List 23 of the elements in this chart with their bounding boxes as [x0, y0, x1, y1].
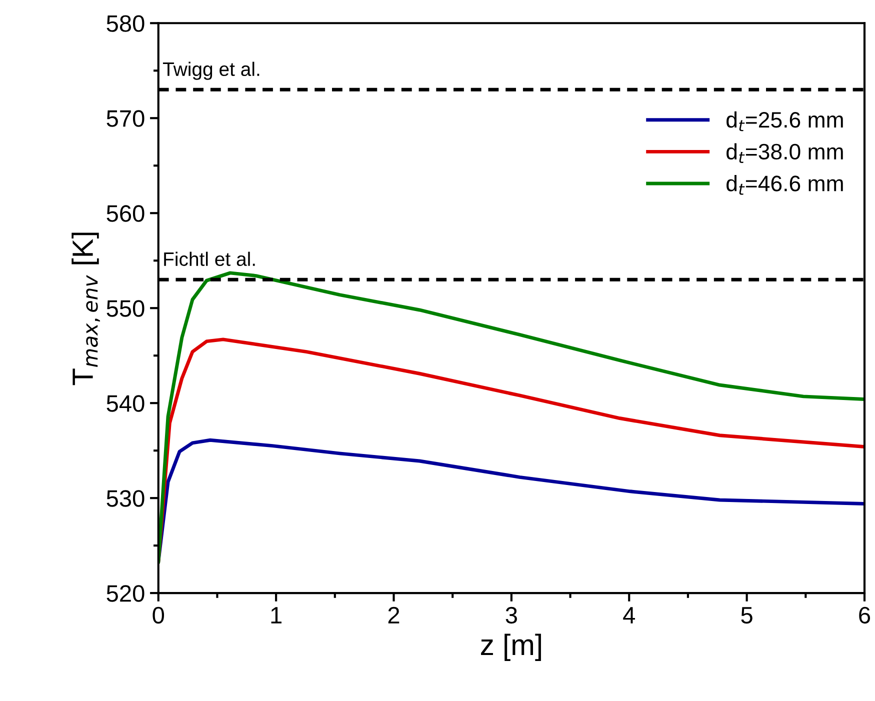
- y-tick-label: 540: [106, 395, 144, 412]
- legend-label: d$_{t}$=25.6 mm: [726, 111, 843, 132]
- ref-line-label: Fichtl et al.: [164, 252, 255, 266]
- ref-line-label: Twigg et al.: [162, 62, 260, 80]
- y-tick-label: 520: [106, 585, 144, 602]
- x-tick-label: 2: [388, 606, 400, 624]
- line-series: [158, 271, 864, 564]
- y-tick-label: 580: [106, 15, 144, 32]
- x-axis-title: z [m]: [481, 634, 541, 661]
- y-tick-label: 560: [106, 205, 144, 222]
- y-tick-label: 530: [106, 490, 144, 507]
- line-series: [158, 438, 864, 564]
- y-tick-label: 570: [106, 110, 144, 127]
- y-tick-label: 550: [106, 300, 144, 317]
- legend-label: d$_{t}$=38.0 mm: [726, 143, 843, 163]
- y-axis-title: T$_{max,env}$ [K]: [72, 232, 100, 386]
- x-tick-label: 3: [506, 606, 517, 624]
- x-tick-label: 6: [859, 606, 870, 624]
- x-tick-label: 4: [623, 607, 635, 624]
- x-tick-label: 0: [152, 606, 164, 624]
- x-tick-label: 1: [271, 607, 282, 624]
- x-tick-label: 5: [741, 607, 752, 624]
- legend-label: d$_{t}$=46.6 mm: [726, 175, 843, 195]
